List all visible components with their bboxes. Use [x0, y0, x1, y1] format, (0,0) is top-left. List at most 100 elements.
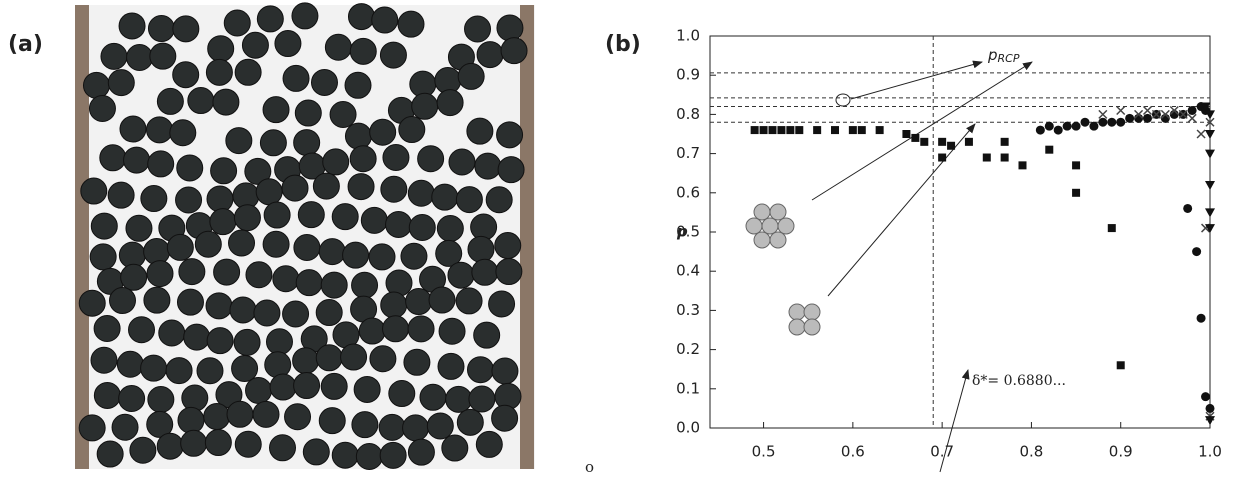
ball — [297, 201, 325, 229]
x-tick-label: 0.5 — [752, 443, 776, 461]
ball — [475, 430, 503, 458]
ball — [320, 372, 348, 400]
ball — [403, 348, 431, 376]
ball — [476, 41, 504, 69]
ball — [181, 384, 209, 412]
point — [777, 126, 786, 135]
ball — [455, 186, 483, 214]
ball — [436, 89, 464, 117]
arrow — [811, 61, 1033, 201]
ball — [176, 288, 204, 316]
point — [1107, 224, 1116, 233]
point — [1205, 224, 1215, 234]
ball — [180, 429, 208, 457]
ball — [358, 317, 386, 345]
ball — [470, 213, 498, 241]
ball — [474, 152, 502, 180]
point — [1205, 180, 1215, 190]
ball — [158, 319, 186, 347]
y-tick-label: 0.6 — [676, 183, 700, 201]
ball — [196, 357, 224, 385]
ball — [329, 100, 357, 128]
ball — [411, 92, 439, 120]
point — [1142, 105, 1153, 116]
ball — [194, 230, 222, 258]
ball — [89, 243, 117, 271]
point — [875, 126, 884, 135]
point — [1045, 145, 1054, 154]
point — [857, 126, 866, 135]
point — [848, 126, 857, 135]
ball — [293, 233, 321, 261]
point — [1098, 117, 1108, 127]
point — [1098, 109, 1108, 119]
point — [964, 137, 973, 146]
point — [1205, 403, 1215, 413]
ball — [252, 400, 280, 428]
ball — [282, 300, 310, 328]
ball — [274, 30, 302, 58]
ball — [187, 87, 215, 115]
ball — [353, 375, 381, 403]
ball — [272, 265, 300, 293]
ball — [205, 292, 233, 320]
ball — [437, 352, 465, 380]
ball — [385, 210, 413, 238]
ball — [488, 290, 516, 318]
point — [795, 126, 804, 135]
ball — [88, 94, 116, 122]
y-tick-label: 0.2 — [676, 340, 700, 358]
ball — [388, 380, 416, 408]
ball — [209, 208, 237, 236]
ball — [315, 299, 343, 327]
ball — [175, 186, 203, 214]
point — [902, 130, 911, 138]
ball — [118, 12, 146, 40]
ball — [380, 291, 408, 319]
ball — [241, 31, 269, 59]
point — [1080, 117, 1090, 127]
ball — [351, 271, 379, 299]
ball — [349, 37, 377, 65]
ball — [398, 116, 426, 144]
ball — [496, 121, 524, 149]
ball — [264, 351, 292, 379]
ball — [436, 214, 464, 242]
y-tick-label: 0.9 — [676, 66, 700, 84]
ball — [441, 434, 469, 462]
ball — [265, 328, 293, 356]
annotation-sub: RCP — [998, 52, 1020, 65]
ball — [448, 148, 476, 176]
ball — [213, 258, 241, 286]
point — [982, 153, 991, 162]
point — [750, 126, 759, 135]
ball — [147, 15, 175, 43]
ball — [93, 315, 121, 343]
ball — [90, 346, 118, 374]
ball — [147, 150, 175, 178]
ball — [473, 321, 501, 349]
ball — [407, 438, 435, 466]
point — [813, 126, 822, 135]
ball — [206, 327, 234, 355]
ball — [369, 345, 397, 373]
square-cluster-icon — [788, 303, 821, 336]
point — [1205, 130, 1215, 139]
ball — [253, 299, 281, 327]
ball — [466, 117, 494, 145]
ball — [245, 376, 273, 404]
ball — [497, 156, 525, 184]
ball — [312, 172, 340, 200]
point — [759, 126, 768, 135]
ball — [491, 404, 519, 432]
arrows — [811, 60, 1033, 473]
ball — [355, 442, 383, 470]
ball — [111, 413, 139, 441]
ball — [99, 144, 127, 172]
ball — [156, 87, 184, 115]
point — [1072, 161, 1081, 170]
x-tick-label: 0.8 — [1019, 443, 1043, 461]
ball — [176, 154, 204, 182]
ball — [269, 373, 297, 401]
point — [911, 133, 920, 142]
